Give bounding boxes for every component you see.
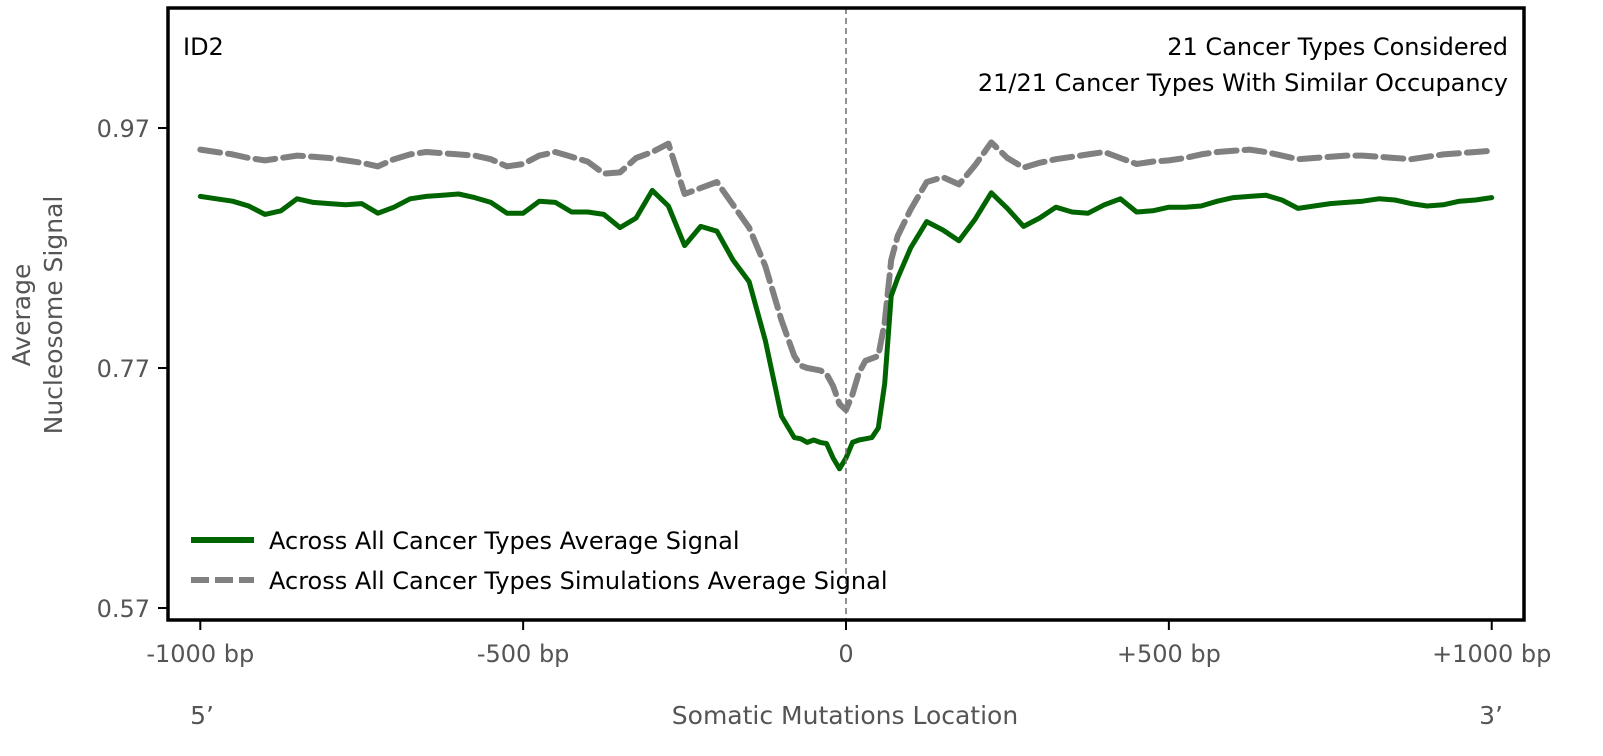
x-tick-label: -500 bp <box>477 640 570 668</box>
y-axis-title-line-2: Nucleosome Signal <box>39 196 68 435</box>
legend: Across All Cancer Types Average Signal A… <box>191 527 888 595</box>
x-end-label-3prime: 3’ <box>1479 701 1503 730</box>
y-axis-title-line-1: Average <box>7 264 36 367</box>
y-tick-label: 0.77 <box>97 355 150 383</box>
x-tick-label: -1000 bp <box>146 640 254 668</box>
x-axis-title: Somatic Mutations Location <box>672 701 1018 730</box>
x-tick-label: +1000 bp <box>1432 640 1551 668</box>
y-tick-label: 0.57 <box>97 595 150 623</box>
annotation-cancer-types-considered: 21 Cancer Types Considered <box>1167 33 1508 61</box>
legend-label-simulated: Across All Cancer Types Simulations Aver… <box>269 567 888 595</box>
x-tick-label: +500 bp <box>1117 640 1221 668</box>
axis-ticks: -1000 bp -500 bp 0 +500 bp +1000 bp 0.57 0.77 0… <box>97 115 1552 668</box>
y-tick-label: 0.97 <box>97 115 150 143</box>
x-end-label-5prime: 5’ <box>190 701 214 730</box>
annotation-similar-occupancy: 21/21 Cancer Types With Similar Occupanc… <box>978 69 1508 97</box>
legend-label-observed: Across All Cancer Types Average Signal <box>269 527 740 555</box>
x-tick-label: 0 <box>838 640 853 668</box>
panel-label: ID2 <box>183 33 224 61</box>
